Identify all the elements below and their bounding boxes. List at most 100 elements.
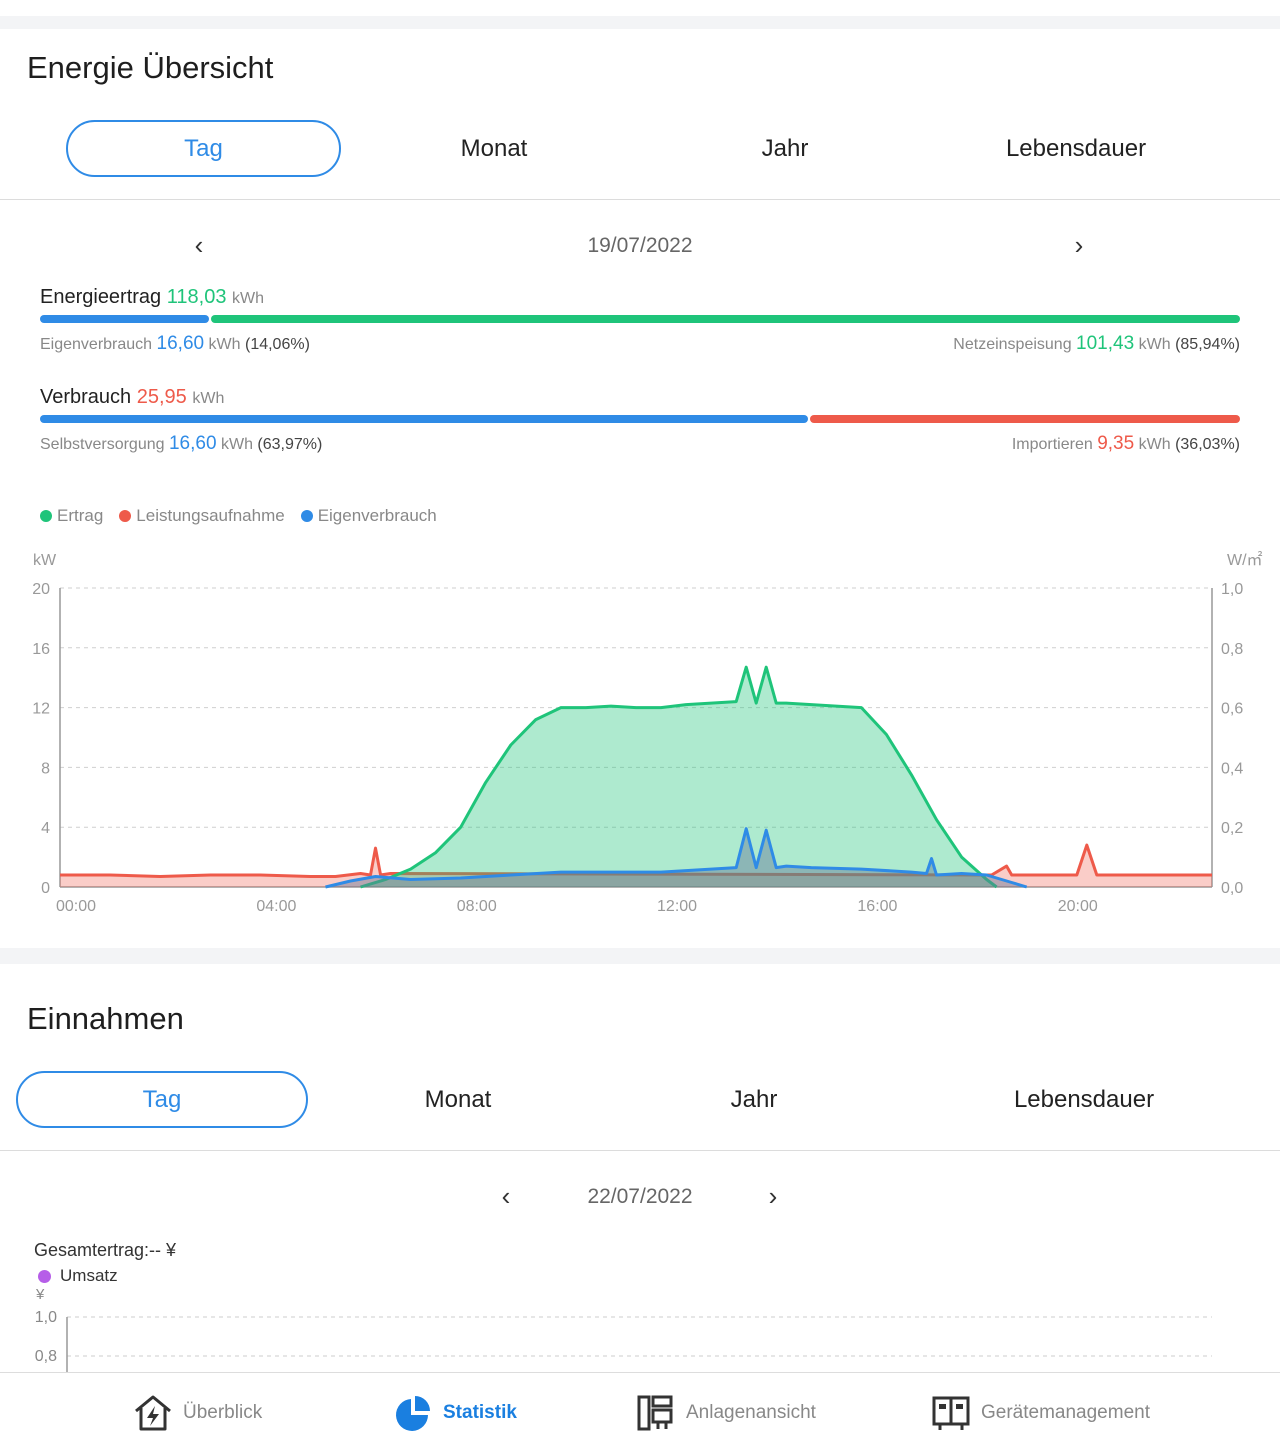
legend-self-use-label: Eigenverbrauch	[317, 506, 437, 525]
series-area-eigenverbrauch	[325, 828, 1027, 887]
y-tick-left: 20	[32, 581, 50, 598]
self-use-row: Eigenverbrauch 16,60 kWh (14,06%)	[40, 333, 310, 355]
revenue-tab-year[interactable]: Jahr	[730, 1085, 778, 1113]
legend-yield[interactable]: Ertrag	[40, 506, 103, 526]
legend-dot	[119, 510, 132, 522]
revenue-legend-label: Umsatz	[60, 1266, 118, 1285]
legend-dot	[300, 510, 313, 522]
nav-statistics-label: Statistik	[443, 1402, 517, 1423]
energy-tabs: Tag Monat Jahr Lebensdauer	[0, 120, 1280, 180]
y-axis-unit-right: W/㎡	[1227, 551, 1263, 569]
y-tick-left: 16	[32, 641, 50, 658]
y-tick-left: 0	[41, 880, 50, 897]
consumption-value: 25,95	[136, 386, 187, 408]
consumption-unit: kWh	[192, 390, 225, 407]
self-use-value: 16,60	[156, 333, 205, 354]
import-value: 9,35	[1097, 433, 1135, 454]
self-supply-unit: kWh	[220, 436, 253, 453]
revenue-title: Einnahmen	[27, 1001, 184, 1036]
revenue-y-unit: ¥	[36, 1286, 45, 1303]
legend-consumption-label: Leistungsaufnahme	[136, 506, 285, 525]
legend-dot	[38, 1269, 51, 1283]
house-lightning-icon	[135, 1395, 171, 1431]
legend-dot	[40, 510, 52, 522]
nav-device-management-label: Gerätemanagement	[981, 1402, 1150, 1423]
import-label: Importieren	[1011, 436, 1093, 453]
yield-unit: kWh	[232, 290, 264, 307]
legend-consumption[interactable]: Leistungsaufnahme	[119, 506, 285, 526]
tab-day[interactable]: Tag	[66, 120, 341, 177]
feed-in-value: 101,43	[1076, 333, 1135, 354]
revenue-ytick: 0,8	[35, 1348, 57, 1365]
nav-overview[interactable]: Überblick	[133, 1393, 262, 1433]
consumption-self-bar	[40, 415, 808, 423]
series-line-leistungsaufnahme	[60, 843, 1212, 878]
bottom-nav: Überblick Statistik Anlagenansicht Gerät…	[0, 1372, 1280, 1456]
tab-year[interactable]: Jahr	[761, 134, 809, 162]
yield-row: Energieertrag 118,03 kWh	[40, 286, 264, 309]
revenue-tab-day[interactable]: Tag	[16, 1071, 308, 1128]
section-gap	[0, 16, 1280, 29]
y-tick-right: 0,6	[1221, 701, 1243, 718]
yield-self-bar	[40, 315, 209, 323]
x-tick: 04:00	[256, 898, 296, 915]
layout-icon	[637, 1395, 673, 1431]
tab-lifetime[interactable]: Lebensdauer	[1005, 134, 1147, 162]
tab-month[interactable]: Monat	[460, 134, 528, 162]
self-use-label: Eigenverbrauch	[40, 336, 153, 353]
revenue-total: Gesamtertrag:-- ¥	[34, 1240, 177, 1260]
device-icon	[932, 1396, 970, 1430]
y-tick-left: 4	[41, 820, 50, 837]
series-area-ertrag	[360, 667, 997, 887]
revenue-legend[interactable]: Umsatz	[38, 1266, 118, 1286]
x-tick: 16:00	[857, 898, 897, 915]
import-row: Importieren 9,35 kWh (36,03%)	[1012, 433, 1240, 455]
y-tick-right: 0,4	[1221, 760, 1243, 777]
self-use-unit: kWh	[208, 336, 241, 353]
nav-device-management[interactable]: Gerätemanagement	[931, 1393, 1150, 1433]
chart-legend: Ertrag Leistungsaufnahme Eigenverbrauch	[40, 506, 437, 526]
yield-feed-bar	[211, 315, 1240, 323]
next-date-button[interactable]: ›	[1074, 230, 1084, 260]
revenue-next-date-button[interactable]: ›	[768, 1181, 778, 1211]
nav-overview-label: Überblick	[183, 1402, 263, 1423]
x-tick: 00:00	[56, 898, 96, 915]
self-use-pct: (14,06%)	[244, 336, 310, 353]
date-label: 19/07/2022	[587, 234, 693, 257]
legend-yield-label: Ertrag	[57, 506, 104, 525]
energy-chart: kW W/㎡ 0 0,0 4 0,2 8 0,4 12 0,6 16 0,8 20 1,0 00:00 0…	[32, 551, 1263, 915]
series-line-ertrag	[360, 665, 998, 889]
pie-chart-icon	[396, 1396, 430, 1431]
consumption-import-bar	[810, 415, 1240, 423]
y-axis-unit-left: kW	[33, 552, 57, 569]
nav-plant-view[interactable]: Anlagenansicht	[636, 1393, 816, 1433]
y-tick-left: 12	[32, 701, 50, 718]
yield-value: 118,03	[166, 286, 227, 308]
divider	[0, 199, 1280, 200]
legend-self-use[interactable]: Eigenverbrauch	[300, 506, 437, 526]
nav-statistics[interactable]: Statistik	[393, 1393, 517, 1433]
divider	[0, 1150, 1280, 1151]
y-tick-right: 0,8	[1221, 641, 1243, 658]
feed-in-label: Netzeinspeisung	[953, 336, 1072, 353]
import-unit: kWh	[1138, 436, 1171, 453]
yield-label: Energieertrag	[40, 286, 162, 308]
revenue-tab-lifetime[interactable]: Lebensdauer	[1013, 1085, 1155, 1113]
consumption-label: Verbrauch	[40, 386, 132, 408]
revenue-prev-date-button[interactable]: ‹	[501, 1181, 511, 1211]
revenue-tab-month[interactable]: Monat	[424, 1085, 492, 1113]
series-area-leistungsaufnahme	[60, 845, 1212, 887]
y-tick-right: 1,0	[1221, 581, 1243, 598]
self-supply-pct: (63,97%)	[257, 436, 323, 453]
y-tick-right: 0,2	[1221, 820, 1243, 837]
revenue-date-label: 22/07/2022	[587, 1185, 693, 1208]
revenue-tabs: Tag Monat Jahr Lebensdauer	[0, 1071, 1280, 1131]
feed-in-row: Netzeinspeisung 101,43 kWh (85,94%)	[953, 333, 1240, 355]
revenue-ytick: 1,0	[35, 1309, 57, 1326]
self-supply-row: Selbstversorgung 16,60 kWh (63,97%)	[40, 433, 322, 455]
prev-date-button[interactable]: ‹	[194, 230, 204, 260]
y-tick-right: 0,0	[1221, 880, 1243, 897]
feed-in-unit: kWh	[1138, 336, 1171, 353]
x-tick: 08:00	[457, 898, 497, 915]
series-line-eigenverbrauch	[325, 827, 1028, 889]
